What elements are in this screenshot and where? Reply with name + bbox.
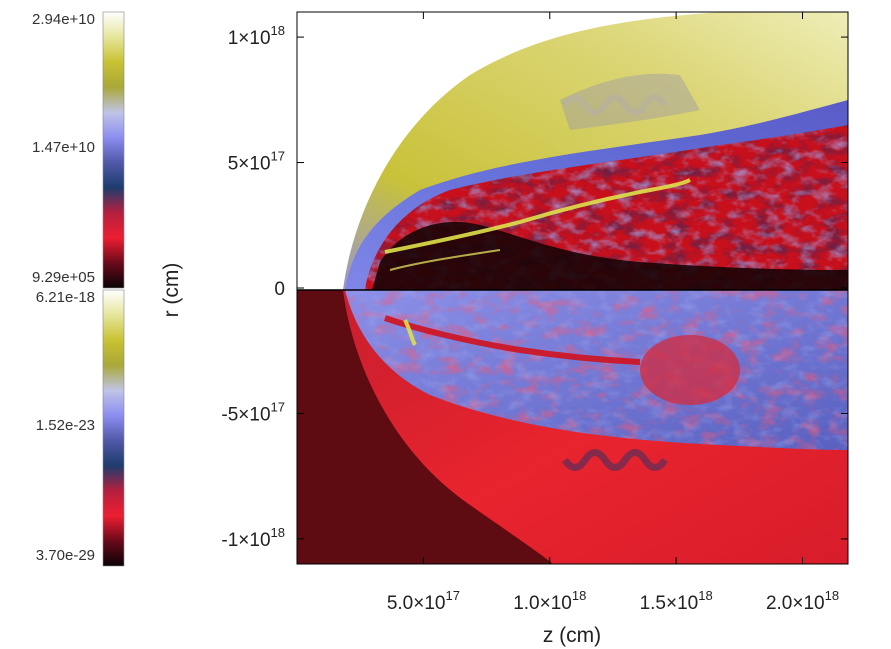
y-tick-label: -5×1017 [221,399,285,425]
y-tick-label: 0 [274,279,285,300]
colorbar-label: 2.94e+10 [32,11,95,28]
colorbar-upper [102,11,125,289]
colorbar-lower [102,289,125,567]
colorbar-label: 9.29e+05 [32,269,95,286]
dark-core-top [372,221,848,290]
colorbar-label: 1.47e+10 [32,139,95,156]
x-tick-label: 5.0×1017 [387,588,460,614]
eddies-bottom [562,449,668,471]
upper-panel [297,12,848,290]
plot-area [297,12,848,564]
colorbars: 2.94e+10 1.47e+10 9.29e+05 6.21e-18 1.52e-23… [32,11,125,567]
yellow-filament-top [384,178,691,254]
yellow-filament-bottom [403,319,417,347]
turbulence-blue-bottom [345,290,848,450]
y-axis-label: r (cm) [160,263,183,318]
yellow-filament-top-2 [389,249,501,271]
x-tick-label: 1.0×1018 [513,588,586,614]
x-axis-label: z (cm) [543,624,601,647]
eddies-top [562,94,668,116]
y-tick-label: 1×1018 [228,23,285,49]
colorbar-label: 6.21e-18 [36,289,95,306]
x-tick-label: 1.5×1018 [640,588,713,614]
colorbar-label: 3.70e-29 [36,547,95,564]
colorbar-label: 1.52e-23 [36,417,95,434]
red-clump-bottom [640,335,740,405]
x-tick-label: 2.0×1018 [766,588,839,614]
jet-beam-bottom [384,315,641,365]
lower-panel [297,290,848,564]
x-axis: 5.0×1017 1.0×1018 1.5×1018 2.0×1018 [387,12,839,614]
y-tick-label: -1×1018 [221,525,285,551]
y-axis: 1×1018 5×1017 0 -5×1017 -1×1018 [221,23,848,551]
shocked-streaks-top [560,73,700,130]
y-tick-label: 5×1017 [228,149,285,175]
